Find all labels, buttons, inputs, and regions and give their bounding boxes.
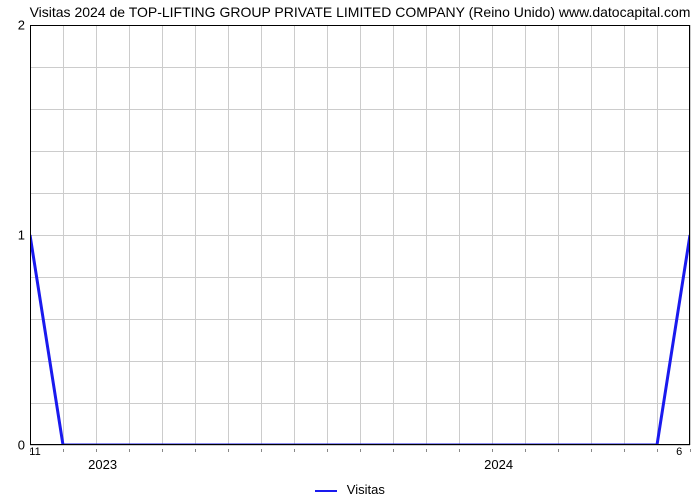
legend: Visitas <box>0 482 700 497</box>
grid-line-h <box>30 445 690 446</box>
x-minor-tick <box>657 449 658 452</box>
x-sub-label: 6 <box>676 446 682 458</box>
x-minor-tick <box>558 449 559 452</box>
x-minor-tick <box>30 449 31 452</box>
x-sub-label: 11 <box>29 446 40 458</box>
x-minor-tick <box>228 449 229 452</box>
chart-container: Visitas 2024 de TOP-LIFTING GROUP PRIVAT… <box>0 0 700 500</box>
x-minor-tick <box>63 449 64 452</box>
x-minor-tick <box>129 449 130 452</box>
x-minor-tick <box>96 449 97 452</box>
x-tick-label: 2024 <box>484 457 513 472</box>
plot-area <box>30 25 690 445</box>
y-tick-label: 2 <box>18 18 25 33</box>
legend-label: Visitas <box>347 482 385 497</box>
legend-swatch <box>315 490 337 492</box>
x-tick-label: 2023 <box>88 457 117 472</box>
x-minor-tick <box>690 449 691 452</box>
series-line <box>30 235 690 445</box>
x-minor-tick <box>459 449 460 452</box>
x-minor-tick <box>294 449 295 452</box>
x-minor-tick <box>624 449 625 452</box>
y-tick-label: 1 <box>18 228 25 243</box>
x-minor-tick <box>492 449 493 452</box>
x-minor-tick <box>195 449 196 452</box>
grid-line-v <box>690 25 691 445</box>
y-tick-label: 0 <box>18 438 25 453</box>
x-minor-tick <box>426 449 427 452</box>
x-minor-tick <box>261 449 262 452</box>
x-minor-tick <box>162 449 163 452</box>
chart-title: Visitas 2024 de TOP-LIFTING GROUP PRIVAT… <box>20 4 700 20</box>
x-minor-tick <box>393 449 394 452</box>
x-minor-tick <box>525 449 526 452</box>
x-minor-tick <box>360 449 361 452</box>
x-minor-tick <box>591 449 592 452</box>
x-minor-tick <box>327 449 328 452</box>
line-series <box>30 25 690 445</box>
